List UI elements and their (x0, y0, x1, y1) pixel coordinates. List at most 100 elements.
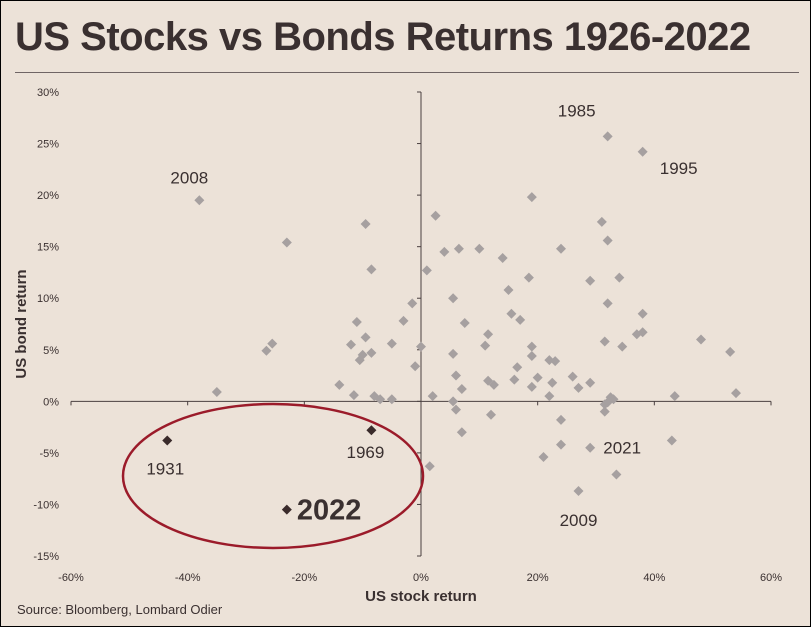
data-point (386, 394, 397, 405)
axes (70, 91, 772, 557)
y-tick-label: 5% (43, 345, 59, 357)
y-tick-label: -15% (33, 551, 59, 563)
data-point (596, 216, 607, 227)
data-point (556, 243, 566, 254)
data-point (523, 272, 534, 283)
x-tick-label: -20% (291, 572, 317, 584)
title-divider (15, 72, 799, 73)
y-tick-label: 30% (37, 87, 59, 99)
data-point (194, 195, 205, 206)
annotation-2008: 2008 (170, 168, 208, 187)
data-point (398, 315, 409, 326)
data-point (608, 394, 619, 405)
data-point (427, 391, 438, 402)
data-point (567, 371, 578, 382)
annotation-1931: 1931 (146, 460, 184, 479)
data-point (451, 370, 461, 381)
data-point (354, 355, 365, 366)
data-point (637, 327, 648, 338)
annotation-1995: 1995 (660, 159, 698, 178)
data-point (421, 265, 432, 276)
data-point (602, 235, 613, 246)
y-tick-label: 10% (37, 293, 59, 305)
y-tick-label: -5% (39, 448, 59, 460)
data-point (430, 210, 441, 221)
data-point (637, 146, 648, 157)
data-point (483, 329, 494, 340)
annotation-2009: 2009 (560, 511, 598, 530)
data-point (360, 332, 371, 343)
data-point (459, 317, 470, 328)
annotation-2021: 2021 (603, 439, 641, 458)
data-point (424, 461, 435, 472)
y-tick-label: 25% (37, 139, 59, 151)
data-point (544, 391, 555, 402)
data-point (696, 334, 706, 345)
data-point (547, 377, 558, 388)
data-point (599, 406, 610, 417)
data-point (453, 243, 464, 254)
data-point (538, 452, 549, 463)
data-point (573, 382, 584, 393)
data-point (410, 361, 421, 372)
data-point (348, 390, 359, 401)
highlighted-points (162, 425, 377, 515)
data-point (448, 348, 459, 359)
data-point (334, 379, 345, 390)
x-axis-label: US stock return (365, 588, 477, 605)
data-point (386, 338, 397, 349)
data-point (573, 486, 584, 497)
source-note: Source: Bloomberg, Lombard Odier (17, 602, 223, 617)
data-point (474, 243, 485, 254)
data-point (451, 404, 461, 415)
x-tick-label: 40% (643, 572, 665, 584)
data-point (480, 340, 491, 351)
highlight-ellipse (121, 402, 425, 550)
y-tick-label: -10% (33, 499, 59, 511)
data-point (448, 293, 459, 304)
data-point (617, 341, 628, 352)
year-annotations: 2008 1985 1995 1931 1969 2022 2021 2009 (146, 101, 697, 530)
data-point (526, 341, 537, 352)
data-point (602, 131, 613, 142)
data-point (526, 381, 537, 392)
data-point (532, 372, 543, 383)
x-tick-label: -60% (58, 572, 84, 584)
data-point (669, 391, 680, 402)
data-point (211, 387, 222, 398)
y-tick-label: 15% (37, 242, 59, 254)
data-point (585, 442, 596, 453)
x-tick-label: 0% (413, 572, 429, 584)
x-tick-labels: -60% -40% -20% 0% 20% 40% 60% (58, 572, 782, 584)
data-point (556, 439, 566, 450)
data-point (585, 275, 596, 286)
chart-title: US Stocks vs Bonds Returns 1926-2022 (15, 15, 751, 59)
annotation-2022: 2022 (297, 495, 362, 527)
y-tick-label: 0% (43, 396, 59, 408)
data-point (599, 399, 610, 410)
data-point (515, 314, 526, 325)
data-point (637, 308, 648, 319)
data-point (261, 345, 272, 356)
x-tick-label: 20% (527, 572, 549, 584)
data-point (602, 298, 613, 309)
data-point (439, 246, 450, 257)
data-point (486, 409, 496, 420)
data-point (360, 218, 371, 229)
y-axis-label: US bond return (13, 269, 30, 378)
data-point (585, 377, 596, 388)
data-point (526, 192, 537, 203)
data-point (366, 347, 377, 358)
data-point (503, 284, 514, 295)
annotation-1969: 1969 (347, 443, 385, 462)
data-point (550, 356, 561, 367)
data-point (725, 346, 736, 357)
x-tick-label: 60% (760, 572, 782, 584)
data-point (512, 362, 523, 373)
data-point (556, 414, 566, 425)
data-point (456, 427, 467, 438)
y-tick-labels: 30% 25% 20% 15% 10% 5% 0% -5% -10% -15% (33, 87, 59, 563)
data-point (599, 336, 610, 347)
